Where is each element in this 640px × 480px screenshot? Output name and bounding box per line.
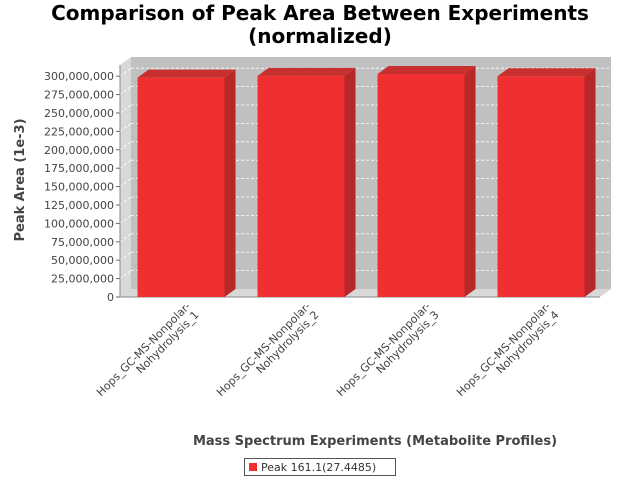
y-tick-label: 75,000,000 <box>51 236 114 249</box>
gridline <box>119 67 132 77</box>
x-tick-label: Hops_GC-MS-Nonpolar- <box>334 300 433 399</box>
y-tick-label: 100,000,000 <box>44 217 114 230</box>
bar-top <box>497 68 596 77</box>
bar-top <box>377 65 476 74</box>
gridline <box>119 86 132 95</box>
gridline <box>119 270 132 279</box>
y-tick-label: 50,000,000 <box>51 254 114 267</box>
legend-swatch <box>249 463 257 471</box>
chart-title-line-2: (normalized) <box>248 24 392 48</box>
gridline <box>119 178 132 187</box>
y-tick-label: 225,000,000 <box>44 125 114 138</box>
y-tick-label: 300,000,000 <box>44 70 114 83</box>
gridline <box>119 104 132 114</box>
x-tick-label: Hops_GC-MS-Nonpolar- <box>454 300 553 399</box>
y-tick-label: 200,000,000 <box>44 144 114 157</box>
y-tick-label: 125,000,000 <box>44 199 114 212</box>
gridline <box>119 123 132 132</box>
bar-side <box>464 65 476 297</box>
bar-side <box>584 68 596 297</box>
gridline <box>119 159 132 169</box>
gridline <box>119 215 132 224</box>
bar-top <box>257 67 356 76</box>
bar <box>497 76 585 297</box>
gridline <box>119 251 132 261</box>
x-category-label: Hops_GC-MS-Nonpolar-Nohydrolysis_2 <box>214 300 322 399</box>
plot-floor <box>120 289 611 297</box>
bar <box>377 73 465 297</box>
bar-side <box>344 67 356 297</box>
bar <box>257 75 345 297</box>
x-category-label: Hops_GC-MS-Nonpolar-Nohydrolysis_4 <box>454 300 562 399</box>
y-tick-label: 175,000,000 <box>44 162 114 175</box>
legend: Peak 161.1(27.4485) <box>244 458 396 476</box>
x-tick-label: Hops_GC-MS-Nonpolar- <box>94 300 193 399</box>
x-category-label: Hops_GC-MS-Nonpolar-Nohydrolysis_3 <box>334 300 442 399</box>
y-tick-label: 250,000,000 <box>44 107 114 120</box>
chart-title-line-1: Comparison of Peak Area Between Experime… <box>51 1 589 25</box>
y-tick-label: 275,000,000 <box>44 89 114 102</box>
gridline <box>119 141 132 151</box>
chart-title: Comparison of Peak Area Between Experime… <box>0 2 640 48</box>
x-axis-title: Mass Spectrum Experiments (Metabolite Pr… <box>193 434 557 449</box>
bar <box>137 77 225 297</box>
x-tick-label: Hops_GC-MS-Nonpolar- <box>214 300 313 399</box>
y-tick-label: 150,000,000 <box>44 181 114 194</box>
plot-side-wall <box>120 57 131 297</box>
bar-top <box>137 69 236 78</box>
y-axis-title: Peak Area (1e-3) <box>13 118 28 241</box>
gridline <box>119 233 132 243</box>
legend-label: Peak 161.1(27.4485) <box>261 460 377 474</box>
gridline <box>119 196 132 206</box>
bar-side <box>224 69 236 297</box>
x-category-label: Hops_GC-MS-Nonpolar-Nohydrolysis_1 <box>94 300 202 399</box>
y-tick-label: 25,000,000 <box>51 273 114 286</box>
y-tick-label: 0 <box>107 291 114 304</box>
